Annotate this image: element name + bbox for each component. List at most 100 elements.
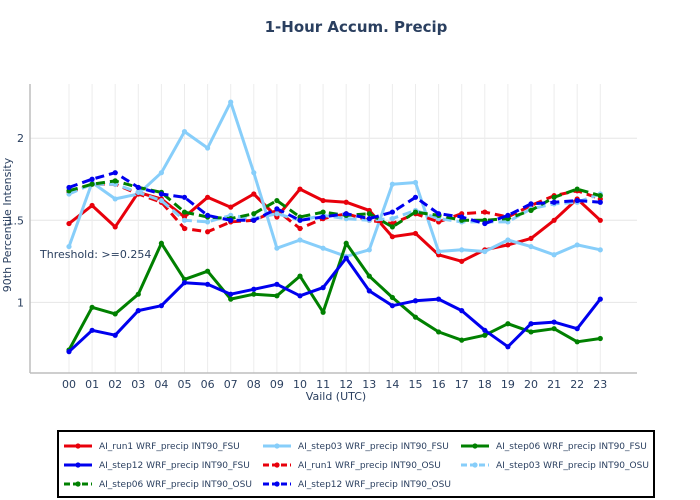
data-point: [205, 145, 211, 151]
data-point: [551, 319, 557, 325]
data-point: [89, 181, 95, 187]
data-point: [181, 129, 188, 135]
legend-label: AI_run1 WRF_precip INT90_OSU: [298, 461, 441, 471]
data-point: [505, 212, 511, 218]
data-point: [482, 332, 488, 338]
series-line: [68, 179, 601, 229]
x-tick-label: 17: [455, 378, 469, 391]
legend-marker: [75, 481, 81, 487]
threshold-annotation: Threshold: >=0.254: [39, 248, 151, 261]
y-axis-title: 90th Percentile Intensity: [1, 157, 14, 292]
legend-item: AI_step03 WRF_precip INT90_FSU: [263, 442, 449, 452]
series-2: [66, 99, 603, 260]
data-point: [528, 235, 534, 241]
data-point: [412, 314, 419, 320]
data-point: [274, 293, 280, 299]
x-tick-label: 16: [432, 378, 446, 391]
legend-marker: [274, 462, 280, 468]
series-lines: [66, 99, 603, 355]
data-point: [112, 332, 118, 338]
data-point: [228, 99, 234, 105]
data-point: [320, 285, 326, 291]
legend-box: [57, 430, 655, 498]
data-point: [389, 209, 395, 215]
data-point: [205, 212, 211, 218]
data-point: [482, 209, 488, 215]
data-point: [459, 337, 465, 343]
data-point: [135, 189, 141, 195]
data-point: [412, 179, 419, 186]
data-point: [505, 344, 511, 350]
x-tick-label: 01: [85, 378, 99, 391]
data-point: [320, 309, 326, 315]
data-point: [297, 237, 303, 243]
data-point: [389, 181, 395, 187]
data-point: [528, 329, 534, 335]
data-point: [343, 240, 349, 246]
data-point: [89, 304, 95, 310]
data-point: [205, 219, 211, 225]
data-point: [366, 211, 372, 217]
data-point: [574, 326, 580, 332]
x-tick-label: 04: [154, 378, 168, 391]
x-tick-label: 02: [108, 378, 122, 391]
legend-marker: [274, 443, 280, 449]
data-point: [297, 217, 303, 223]
legend-item: AI_step06 WRF_precip INT90_FSU: [461, 442, 647, 452]
x-tick-label: 14: [385, 378, 399, 391]
data-point: [551, 194, 557, 200]
data-point: [274, 206, 280, 212]
data-point: [228, 217, 234, 223]
data-point: [482, 248, 488, 255]
data-point: [551, 199, 557, 205]
data-point: [251, 291, 257, 297]
data-point: [112, 178, 118, 184]
data-point: [528, 207, 534, 214]
x-tick-label: 20: [524, 378, 538, 391]
x-tick-label: 00: [62, 378, 76, 391]
data-point: [482, 220, 488, 227]
data-point: [574, 197, 580, 204]
x-tick-label: 11: [316, 378, 330, 391]
x-tick-label: 19: [501, 378, 515, 391]
data-point: [366, 247, 372, 253]
data-point: [274, 197, 280, 204]
data-point: [297, 293, 303, 299]
x-tick-label: 03: [131, 378, 145, 391]
data-point: [320, 209, 326, 215]
data-point: [436, 329, 442, 335]
legend-label: AI_step03 WRF_precip INT90_FSU: [298, 442, 449, 452]
chart-title: 1-Hour Accum. Precip: [265, 18, 448, 36]
data-point: [135, 184, 141, 191]
data-point: [228, 204, 234, 210]
data-point: [181, 280, 188, 286]
data-point: [66, 243, 72, 250]
data-point: [181, 209, 188, 215]
data-point: [366, 273, 372, 279]
data-point: [412, 209, 419, 215]
y-tick-label: 1: [17, 296, 24, 309]
legend-marker: [472, 443, 478, 449]
x-tick-label: 12: [339, 378, 353, 391]
data-point: [436, 211, 442, 217]
legend-item: AI_step12 WRF_precip INT90_OSU: [263, 480, 451, 490]
data-point: [436, 248, 442, 255]
series-line: [67, 256, 602, 353]
legend-marker: [472, 462, 478, 468]
data-point: [89, 202, 95, 209]
data-point: [436, 296, 442, 302]
data-point: [459, 308, 465, 314]
data-point: [505, 321, 511, 327]
data-point: [228, 296, 234, 302]
data-point: [597, 217, 603, 223]
data-point: [181, 225, 188, 232]
data-point: [251, 217, 257, 223]
data-point: [274, 211, 280, 217]
axes: 1 1.5 2 00 01 02 03 04 05 06 07 08 09 10 11 12 13 14 15 16 1…: [7, 84, 637, 391]
x-tick-label: 23: [593, 378, 607, 391]
x-tick-label: 06: [201, 378, 215, 391]
data-point: [389, 294, 395, 301]
data-point: [459, 258, 465, 264]
data-point: [297, 186, 303, 192]
